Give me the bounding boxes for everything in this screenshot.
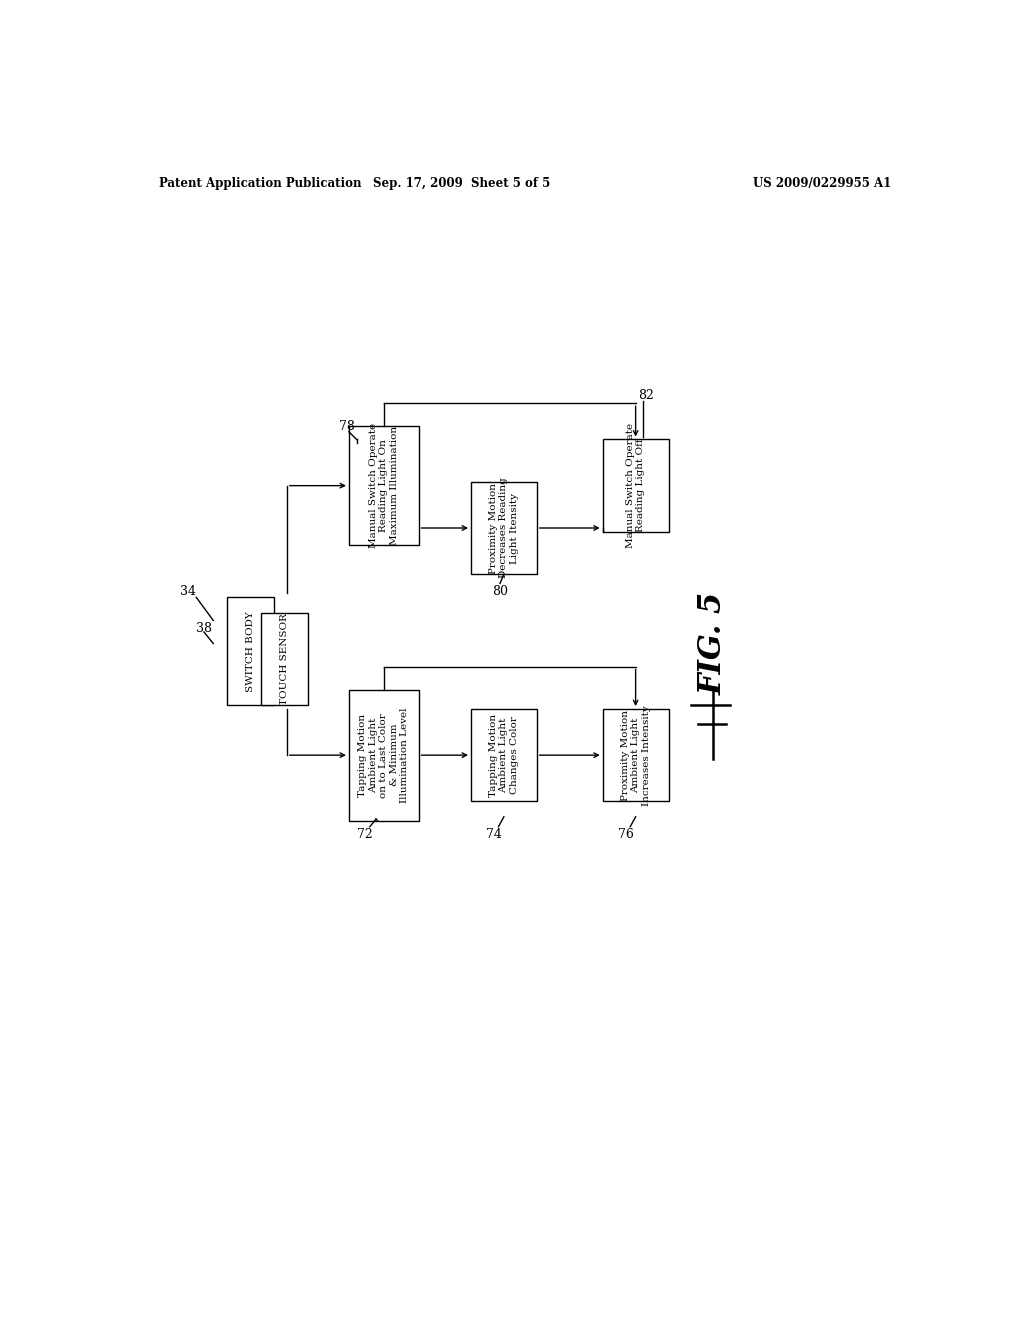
Text: 78: 78	[339, 420, 354, 433]
Bar	[349, 689, 419, 821]
Text: TOUCH SENSOR: TOUCH SENSOR	[280, 612, 289, 705]
Text: Tapping Motion
Ambient Light
Changes Color: Tapping Motion Ambient Light Changes Col…	[489, 714, 519, 797]
Text: Manual Switch Operate
Reading Light On
Maximum Illumination: Manual Switch Operate Reading Light On M…	[369, 424, 398, 548]
Bar	[471, 709, 537, 801]
Text: SWITCH BODY: SWITCH BODY	[246, 611, 255, 692]
Bar	[227, 598, 273, 705]
Bar	[603, 440, 669, 532]
Text: US 2009/0229955 A1: US 2009/0229955 A1	[753, 177, 891, 190]
Text: 76: 76	[617, 828, 634, 841]
Text: 74: 74	[485, 828, 502, 841]
Bar	[471, 482, 537, 574]
Text: 34: 34	[180, 585, 197, 598]
Text: 38: 38	[196, 622, 212, 635]
Text: 72: 72	[356, 828, 373, 841]
Text: Manual Switch Operate
Reading Light Off: Manual Switch Operate Reading Light Off	[626, 424, 645, 548]
Bar	[261, 612, 308, 705]
Text: FIG. 5: FIG. 5	[697, 591, 729, 696]
Text: Tapping Motion
Ambient Light
on to Last Color
& Minimum
Illumination Level: Tapping Motion Ambient Light on to Last …	[358, 708, 409, 803]
Text: 80: 80	[493, 585, 508, 598]
Bar	[349, 426, 419, 545]
Bar	[603, 709, 669, 801]
Text: Proximity Motion
Decreases Reading
Light Itensity: Proximity Motion Decreases Reading Light…	[489, 478, 519, 578]
Text: Patent Application Publication: Patent Application Publication	[159, 177, 361, 190]
Text: Proximity Motion
Ambient Light
Increases Intensity: Proximity Motion Ambient Light Increases…	[621, 705, 650, 805]
Text: Sep. 17, 2009  Sheet 5 of 5: Sep. 17, 2009 Sheet 5 of 5	[373, 177, 550, 190]
Text: 82: 82	[638, 389, 654, 403]
